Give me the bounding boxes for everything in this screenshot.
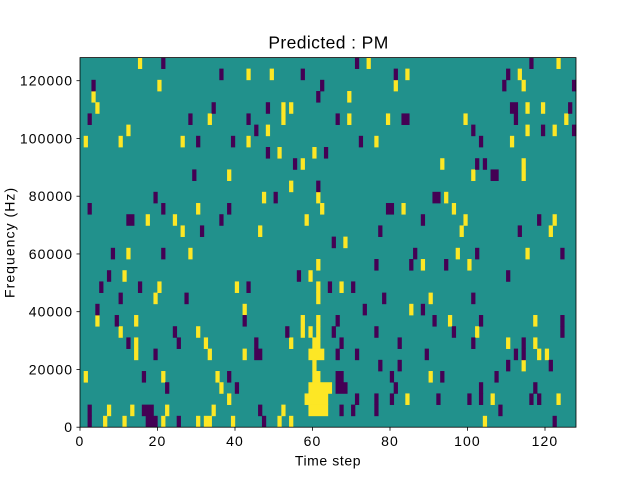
svg-text:Time step: Time step [295, 453, 361, 469]
svg-text:20: 20 [149, 433, 167, 449]
svg-text:60: 60 [304, 433, 322, 449]
svg-text:100000: 100000 [20, 130, 73, 146]
svg-text:120000: 120000 [20, 73, 73, 89]
svg-text:40000: 40000 [29, 304, 73, 320]
svg-text:100: 100 [454, 433, 481, 449]
svg-text:Frequency (Hz): Frequency (Hz) [2, 187, 18, 298]
svg-text:120: 120 [532, 433, 559, 449]
svg-text:0: 0 [76, 433, 85, 449]
svg-text:40: 40 [226, 433, 244, 449]
svg-text:80: 80 [381, 433, 399, 449]
svg-text:Predicted : PM: Predicted : PM [268, 32, 388, 52]
svg-text:60000: 60000 [29, 246, 73, 262]
svg-text:0: 0 [64, 419, 73, 435]
svg-text:20000: 20000 [29, 361, 73, 377]
svg-text:80000: 80000 [29, 188, 73, 204]
